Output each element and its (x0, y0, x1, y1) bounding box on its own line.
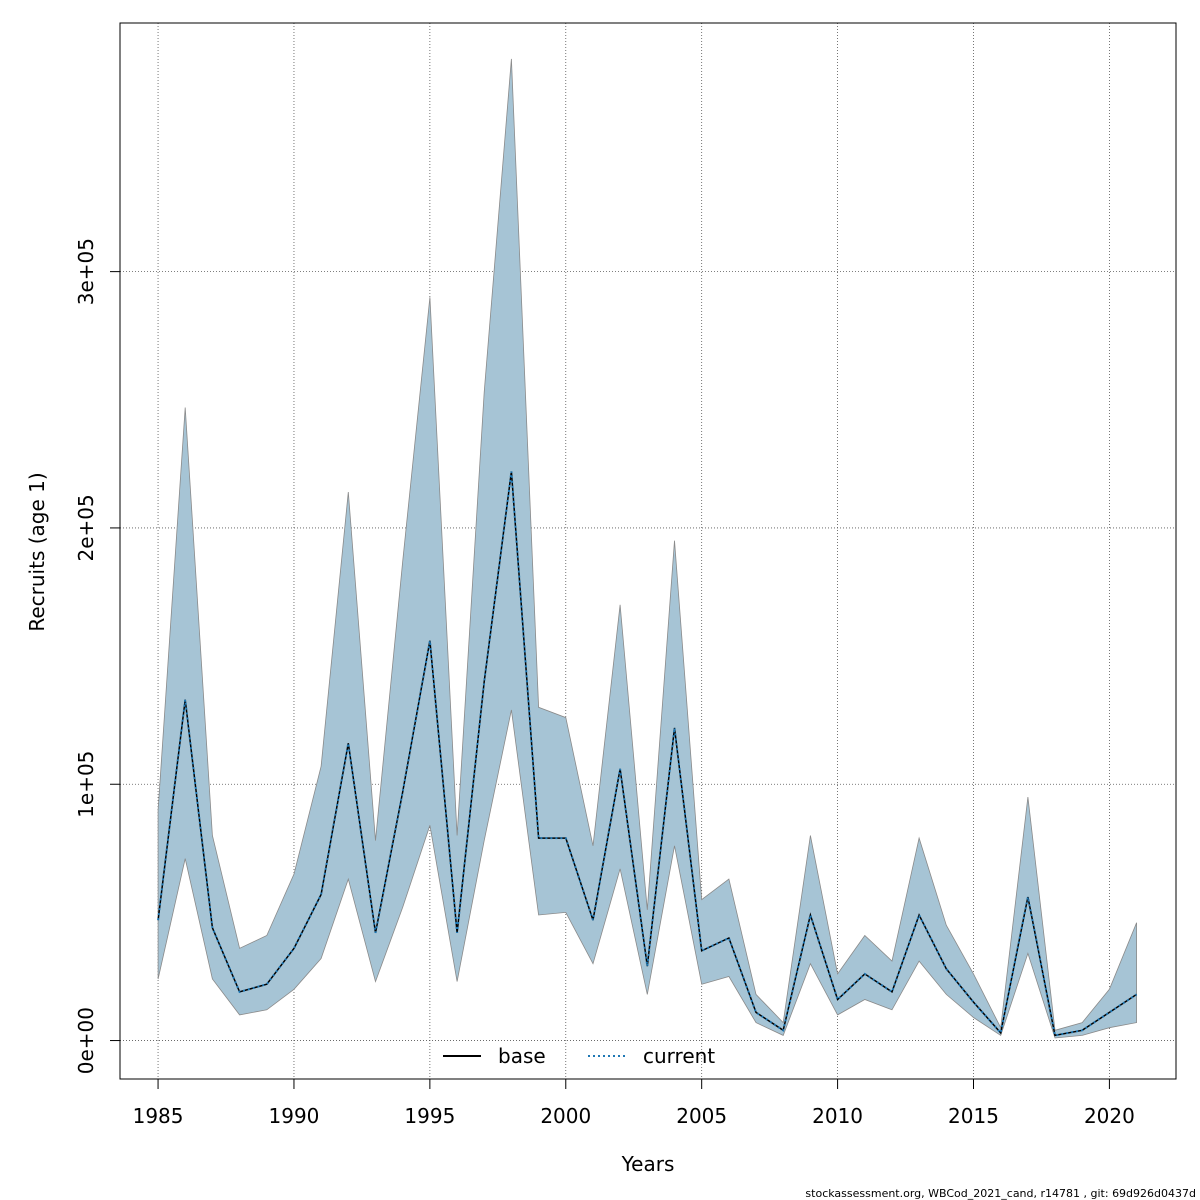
series-line-base (157, 471, 1138, 1037)
x-tick-label: 2005 (676, 1104, 727, 1128)
y-tick-label: 3e+05 (74, 238, 98, 305)
y-tick-label: 1e+05 (74, 751, 98, 818)
x-tick-label: 2010 (812, 1104, 863, 1128)
legend-label-current: current (643, 1044, 715, 1068)
x-tick-label: 1985 (133, 1104, 184, 1128)
y-tick-label: 2e+05 (74, 494, 98, 561)
legend-label-base: base (498, 1044, 546, 1068)
y-axis-title: Recruits (age 1) (25, 472, 49, 631)
x-tick-label: 2020 (1084, 1104, 1135, 1128)
legend: base current (443, 1044, 715, 1068)
x-tick-label: 2015 (948, 1104, 999, 1128)
x-tick-label: 2000 (540, 1104, 591, 1128)
x-tick-label: 1990 (269, 1104, 320, 1128)
y-axis: 0e+00 1e+05 2e+05 3e+05 (74, 238, 120, 1074)
footer-note: stockassessment.org, WBCod_2021_cand, r1… (805, 1187, 1196, 1200)
x-axis-title: Years (621, 1152, 675, 1176)
x-tick-label: 1995 (404, 1104, 455, 1128)
confidence-band (157, 58, 1137, 1039)
x-axis: 1985 1990 1995 2000 2005 2010 2015 2020 (133, 1079, 1135, 1128)
y-tick-label: 0e+00 (74, 1007, 98, 1074)
plot-frame (119, 22, 1177, 1080)
